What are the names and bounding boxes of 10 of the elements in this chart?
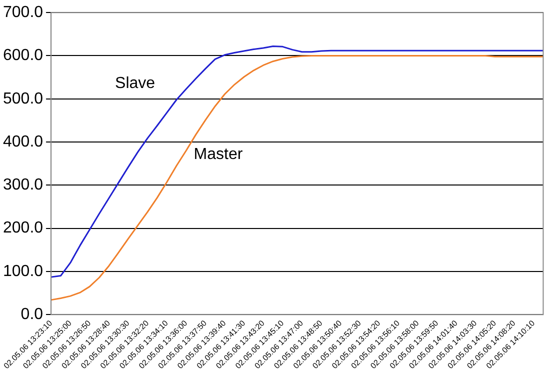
- y-tick-label: 100.0: [2, 262, 44, 280]
- y-tick-label: 500.0: [2, 90, 44, 108]
- series-label: Slave: [115, 74, 156, 92]
- series-label: Master: [194, 146, 244, 163]
- y-tick-label: 300.0: [2, 176, 44, 194]
- y-tick-label: 700.0: [2, 4, 44, 22]
- y-tick-label: 400.0: [2, 133, 44, 150]
- y-tick-label: 600.0: [2, 47, 44, 64]
- y-tick-label: 0.0: [20, 306, 44, 324]
- y-tick-label: 200.0: [2, 220, 44, 237]
